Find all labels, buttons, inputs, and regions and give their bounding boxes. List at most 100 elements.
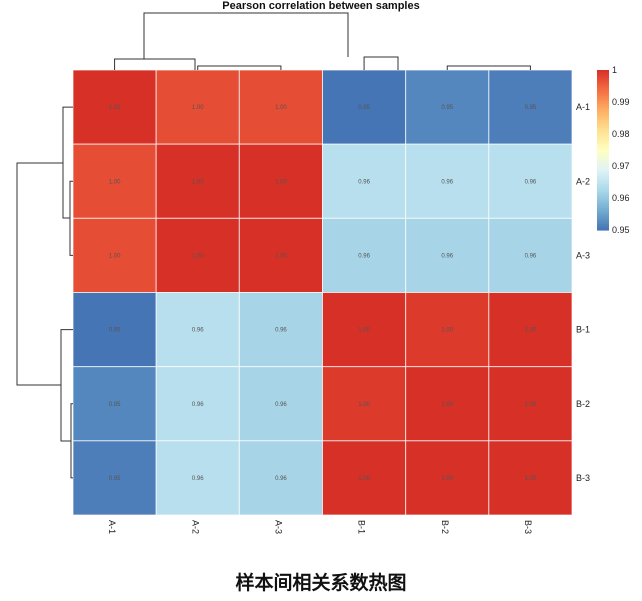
colorbar-segment <box>597 178 609 181</box>
colorbar-segment <box>597 158 609 161</box>
row-dendrogram <box>16 106 73 479</box>
colorbar-segment <box>597 208 609 211</box>
column-label: B-1 <box>357 520 367 534</box>
colorbar-segment <box>597 106 609 109</box>
dendrogram-branch <box>363 56 399 70</box>
colorbar-segment <box>597 130 609 133</box>
colorbar-segment <box>597 118 609 121</box>
cell-label: 0.96 <box>441 253 453 259</box>
dendrogram-branch <box>114 58 196 70</box>
dendrogram-branch <box>143 12 349 59</box>
colorbar-segment <box>597 172 609 175</box>
cell-label: 0.95 <box>109 328 121 334</box>
colorbar-segment <box>597 148 609 151</box>
colorbar-segment <box>597 110 609 113</box>
cell-label: 0.96 <box>275 476 287 482</box>
cell-label: 1.00 <box>109 253 121 259</box>
cell-label: 0.96 <box>358 179 370 185</box>
cell-label: 1.00 <box>275 253 287 259</box>
colorbar-segment <box>597 222 609 225</box>
cell-label: 1.00 <box>358 402 370 408</box>
cell-label: 1.00 <box>441 402 453 408</box>
heatmap-cell <box>72 366 157 442</box>
cell-label: 0.95 <box>525 105 537 111</box>
heatmap-cell <box>72 217 157 293</box>
colorbar-segment <box>597 212 609 215</box>
colorbar-segment <box>597 134 609 137</box>
cell-label: 0.96 <box>441 179 453 185</box>
colorbar-segment <box>597 102 609 105</box>
cell-label: 1.00 <box>109 105 121 111</box>
colorbar-tick-label: 0.96 <box>612 193 630 203</box>
colorbar-segment <box>597 80 609 83</box>
colorbar-segment <box>597 152 609 155</box>
colorbar-segment <box>597 90 609 93</box>
cell-label: 1.00 <box>275 105 287 111</box>
cell-label: 1.00 <box>525 328 537 334</box>
colorbar-segment <box>597 86 609 89</box>
cell-label: 1.00 <box>525 402 537 408</box>
cell-label: 1.00 <box>358 476 370 482</box>
colorbar-segment <box>597 160 609 163</box>
heatmap-cell <box>488 217 573 293</box>
colorbar-segment <box>597 140 609 143</box>
colorbar-segment <box>597 218 609 221</box>
colorbar-segment <box>597 226 609 229</box>
cell-label: 1.00 <box>441 328 453 334</box>
colorbar-segment <box>597 126 609 129</box>
colorbar-segment <box>597 94 609 97</box>
colorbar-segment <box>597 164 609 167</box>
cell-label: 0.95 <box>109 476 121 482</box>
cell-label: 0.96 <box>275 402 287 408</box>
colorbar-segment <box>597 150 609 153</box>
colorbar-segment <box>597 92 609 95</box>
cell-label: 0.96 <box>275 328 287 334</box>
cell-label: 1.00 <box>275 179 287 185</box>
colorbar-segment <box>597 122 609 125</box>
colorbar-segment <box>597 216 609 219</box>
colorbar-segment <box>597 162 609 165</box>
heatmap-cell <box>155 217 240 293</box>
colorbar-segment <box>597 138 609 141</box>
cell-label: 0.96 <box>192 328 204 334</box>
colorbar-segment <box>597 154 609 157</box>
heatmap-cell <box>405 440 490 516</box>
colorbar-tick-label: 0.97 <box>612 161 630 171</box>
cell-label: 0.96 <box>358 253 370 259</box>
cell-label: 1.00 <box>192 105 204 111</box>
dendrogram-branch <box>62 106 73 219</box>
colorbar-segment <box>597 220 609 223</box>
heatmap-cell <box>238 366 323 442</box>
colorbar-segment <box>597 224 609 227</box>
colorbar-segment <box>597 96 609 99</box>
colorbar-segment <box>597 194 609 197</box>
row-label: B-1 <box>576 325 590 335</box>
colorbar-segment <box>597 176 609 179</box>
colorbar-segment <box>597 108 609 111</box>
cell-label: 0.96 <box>525 179 537 185</box>
heatmap-cell <box>488 292 573 368</box>
colorbar-segment <box>597 136 609 139</box>
colorbar-segment <box>597 210 609 213</box>
heatmap-cell <box>488 143 573 219</box>
colorbar-segment <box>597 114 609 117</box>
colorbar-segment <box>597 182 609 185</box>
heatmap-cell <box>155 143 240 219</box>
colorbar-segment <box>597 156 609 159</box>
colorbar-segment <box>597 180 609 183</box>
colorbar-segment <box>597 70 609 73</box>
column-label: B-3 <box>523 520 533 534</box>
heatmap-cell <box>322 366 407 442</box>
row-label: A-3 <box>576 250 590 260</box>
colorbar-segment <box>597 84 609 87</box>
colorbar-segment <box>597 132 609 135</box>
colorbar-segment <box>597 104 609 107</box>
chart-title: Pearson correlation between samples <box>222 0 420 12</box>
cell-label: 0.95 <box>441 105 453 111</box>
cell-label: 1.00 <box>441 476 453 482</box>
cell-label: 0.96 <box>192 402 204 408</box>
dendrogram-branch <box>69 180 73 256</box>
colorbar-legend: 1 0.99 0.98 0.97 0.96 0.95 <box>597 65 630 235</box>
colorbar-segment <box>597 116 609 119</box>
cell-label: 0.96 <box>525 253 537 259</box>
